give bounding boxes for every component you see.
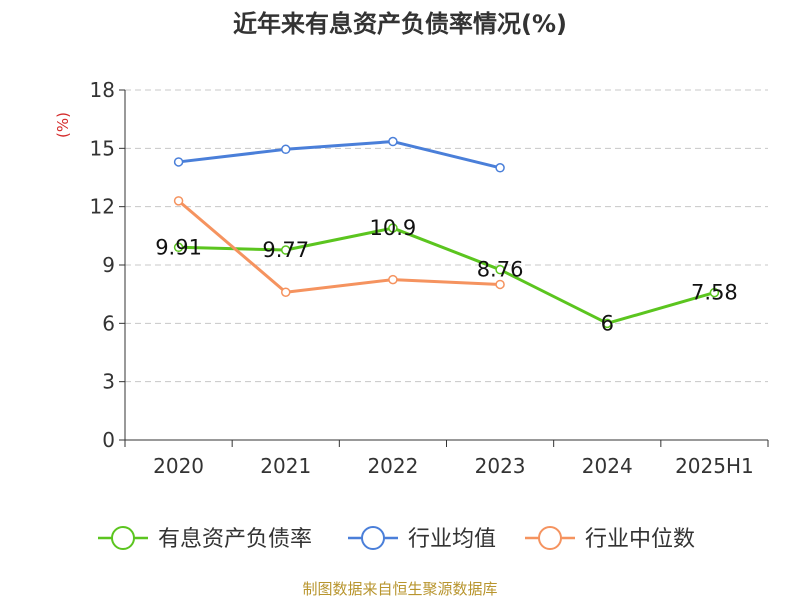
data-label: 6 [601, 311, 614, 335]
y-tick-label: 15 [90, 136, 115, 160]
data-label: 7.58 [691, 281, 738, 305]
series-lines [173, 136, 720, 329]
data-point [173, 242, 184, 253]
series-line [177, 199, 501, 294]
x-tick-label: 2024 [582, 454, 633, 478]
x-tick-label: 2022 [367, 454, 418, 478]
data-label: 9.91 [155, 235, 202, 259]
data-point [281, 245, 291, 255]
series-line [178, 140, 501, 170]
axes: 0 3 6 9 12 15 18 (%) 2020 2021 2022 2023 2024 2025H1 [54, 78, 769, 478]
y-tick-label: 9 [102, 253, 115, 277]
data-point [281, 287, 291, 297]
y-tick-label: 12 [90, 195, 115, 219]
x-tick-label: 2025H1 [675, 454, 754, 478]
x-tick-label: 2020 [153, 454, 204, 478]
source-note: 制图数据来自恒生聚源数据库 [302, 580, 498, 598]
data-point [388, 136, 398, 147]
legend-label: 有息资产负债率 [158, 527, 312, 552]
y-tick-label: 3 [102, 370, 115, 394]
series-line [178, 226, 715, 325]
data-point [495, 163, 505, 173]
legend-marker [111, 526, 135, 550]
y-tick-label: 18 [90, 78, 115, 102]
data-label: 10.9 [370, 216, 417, 240]
y-tick-label: 6 [102, 311, 115, 335]
data-point [388, 274, 398, 285]
data-point [602, 318, 612, 329]
legend-marker [361, 526, 385, 550]
y-axis-label: (%) [54, 112, 72, 138]
legend-marker [538, 526, 562, 550]
legend-label: 行业均值 [408, 527, 496, 552]
x-tick-label: 2023 [475, 454, 526, 478]
data-point [709, 287, 720, 298]
grid-lines [125, 89, 768, 383]
data-point [173, 157, 184, 167]
data-label: 8.76 [477, 258, 524, 282]
data-point [281, 144, 291, 155]
data-label: 9.77 [262, 238, 309, 262]
data-point [173, 196, 184, 206]
data-point [388, 223, 398, 233]
data-point [495, 279, 505, 290]
legend-label: 行业中位数 [585, 527, 695, 552]
legend: 有息资产负债率 行业均值 行业中位数 [98, 526, 695, 552]
data-labels: 9.91 9.77 10.9 8.76 6 7.58 [155, 216, 738, 335]
chart-title: 近年来有息资产负债率情况(%) [233, 10, 567, 38]
y-tick-label: 0 [102, 428, 115, 452]
x-tick-label: 2021 [260, 454, 311, 478]
data-point [495, 264, 505, 275]
